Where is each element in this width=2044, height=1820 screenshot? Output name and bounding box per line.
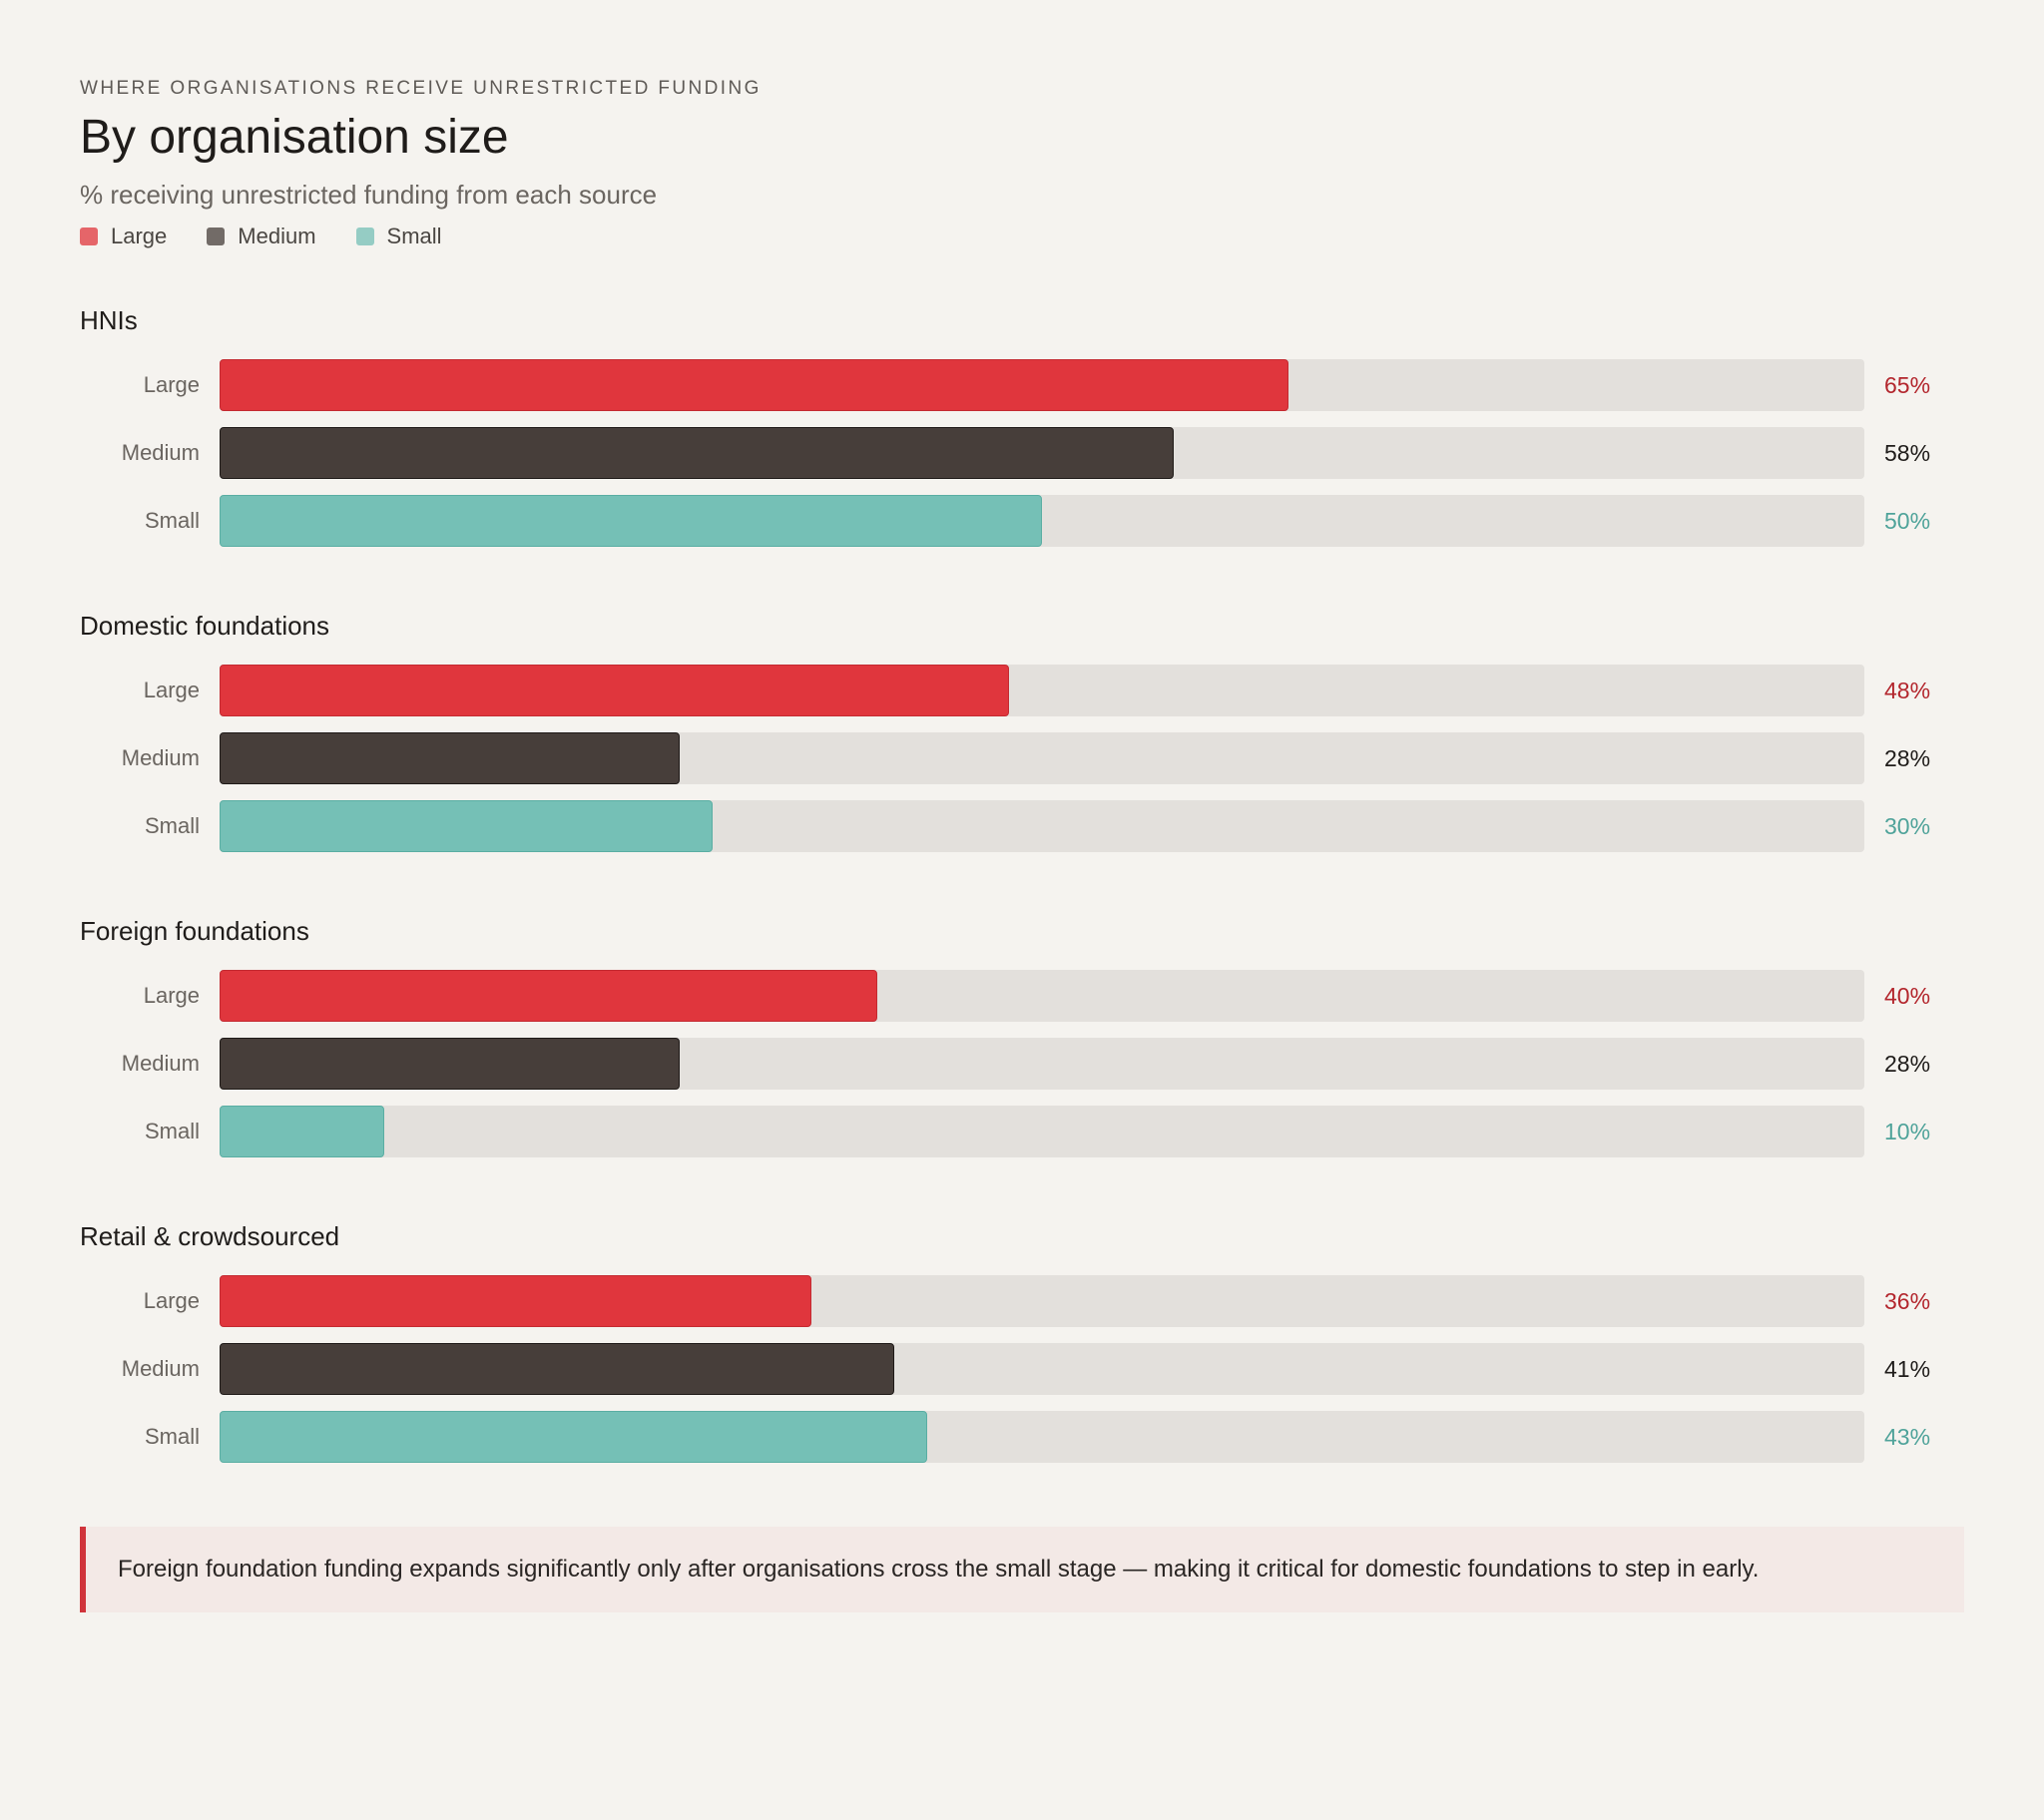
bar-track [220, 732, 1864, 784]
bar-value-label: 48% [1884, 678, 1931, 703]
legend: Large Medium Small [80, 224, 482, 249]
group-title: Foreign foundations [80, 916, 309, 946]
bar-track [220, 665, 1864, 716]
bar-row-small: Small 30% [80, 800, 1964, 852]
bar-domestic-foundations-medium [220, 732, 681, 784]
bar-hnis-medium [220, 427, 1174, 479]
bar-track [220, 800, 1864, 852]
group-title: Domestic foundations [80, 611, 330, 641]
bar-category-label: Large [143, 1288, 200, 1313]
bar-category-label: Small [144, 1424, 200, 1449]
bar-track [220, 1038, 1864, 1090]
chart-kicker: WHERE ORGANISATIONS RECEIVE UNRESTRICTED… [80, 78, 762, 99]
callout-text: Foreign foundation funding expands signi… [118, 1556, 1760, 1583]
bar-row-small: Small 10% [80, 1106, 1964, 1157]
bar-foreign-foundations-small [220, 1106, 384, 1157]
bar-row-large: Large 40% [80, 970, 1964, 1022]
chart-title: By organisation size [80, 111, 509, 164]
bar-hnis-large [220, 359, 1289, 411]
bar-row-medium: Medium 28% [80, 732, 1964, 784]
bar-row-large: Large 48% [80, 665, 1964, 716]
insight-callout: Foreign foundation funding expands signi… [80, 1527, 1964, 1612]
bar-category-label: Medium [121, 440, 200, 465]
bar-retail-crowdsourced-medium [220, 1343, 894, 1395]
group-title: HNIs [80, 305, 138, 335]
bar-track [220, 495, 1864, 547]
bar-value-label: 28% [1884, 745, 1931, 771]
bar-track [220, 1411, 1864, 1463]
bar-category-label: Medium [121, 745, 200, 770]
chart-subtitle: % receiving unrestricted funding from ea… [80, 180, 658, 210]
bar-track [220, 1343, 1864, 1395]
bar-row-medium: Medium 58% [80, 427, 1964, 479]
bar-category-label: Large [143, 372, 200, 397]
bar-value-label: 58% [1884, 440, 1931, 466]
legend-label-small: Small [386, 224, 442, 248]
bar-value-label: 30% [1884, 813, 1931, 839]
legend-label-large: Large [111, 224, 168, 248]
legend-swatch-small [355, 228, 374, 245]
bar-category-label: Medium [121, 1356, 200, 1381]
bar-value-label: 41% [1884, 1356, 1931, 1382]
legend-item-large: Large [80, 224, 167, 249]
bar-domestic-foundations-small [220, 800, 714, 852]
legend-item-small: Small [355, 224, 442, 249]
bar-category-label: Medium [121, 1051, 200, 1076]
bar-category-label: Small [144, 813, 200, 838]
legend-item-medium: Medium [207, 224, 316, 249]
bar-track [220, 1275, 1864, 1327]
legend-swatch-medium [207, 228, 226, 245]
bar-category-label: Large [143, 983, 200, 1008]
bar-value-label: 36% [1884, 1288, 1931, 1314]
bar-category-label: Small [144, 1119, 200, 1143]
bar-row-small: Small 43% [80, 1411, 1964, 1463]
bar-row-large: Large 36% [80, 1275, 1964, 1327]
bar-category-label: Small [144, 508, 200, 533]
bar-foreign-foundations-large [220, 970, 878, 1022]
bar-value-label: 40% [1884, 983, 1931, 1009]
bar-value-label: 43% [1884, 1424, 1931, 1450]
bar-row-large: Large 65% [80, 359, 1964, 411]
bar-hnis-small [220, 495, 1042, 547]
bar-track [220, 970, 1864, 1022]
bar-row-medium: Medium 41% [80, 1343, 1964, 1395]
bar-value-label: 28% [1884, 1051, 1931, 1077]
bar-track [220, 359, 1864, 411]
bar-value-label: 50% [1884, 508, 1931, 534]
bar-foreign-foundations-medium [220, 1038, 681, 1090]
bar-category-label: Large [143, 678, 200, 702]
bar-row-medium: Medium 28% [80, 1038, 1964, 1090]
bar-track [220, 1106, 1864, 1157]
bar-track [220, 427, 1864, 479]
bar-row-small: Small 50% [80, 495, 1964, 547]
group-title: Retail & crowdsourced [80, 1221, 340, 1251]
legend-swatch-large [80, 228, 98, 245]
bar-retail-crowdsourced-large [220, 1275, 812, 1327]
bar-value-label: 10% [1884, 1119, 1931, 1144]
bar-retail-crowdsourced-small [220, 1411, 927, 1463]
bar-domestic-foundations-large [220, 665, 1010, 716]
legend-label-medium: Medium [238, 224, 316, 248]
bar-value-label: 65% [1884, 372, 1931, 398]
